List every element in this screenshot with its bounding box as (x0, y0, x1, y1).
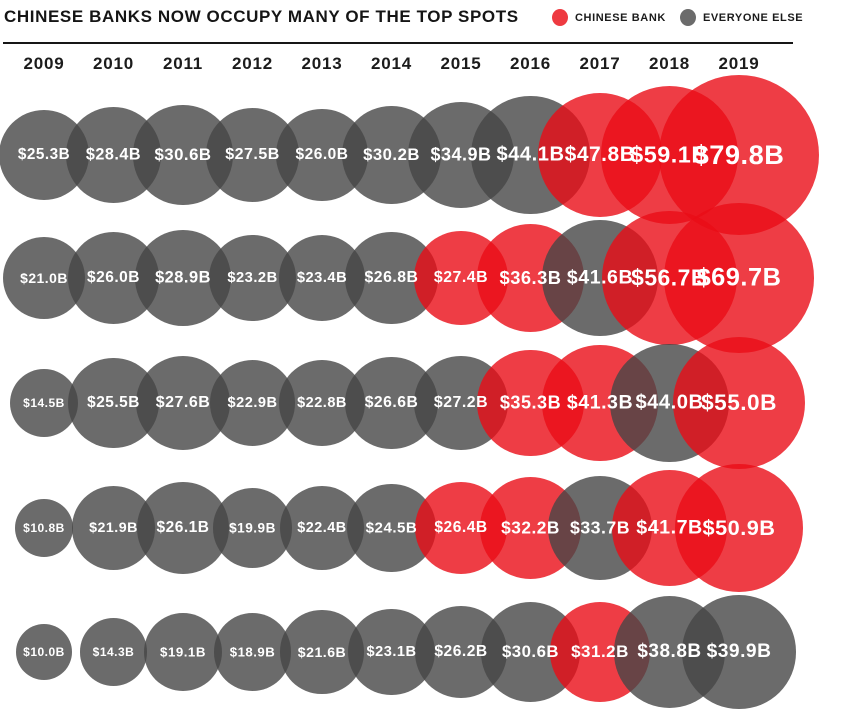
bubble-value-2017-row4: $33.7B (569, 517, 631, 538)
bubble-value-2018-row3: $44.0B (635, 391, 704, 414)
bubble-value-2016-row1: $44.1B (496, 143, 565, 166)
chinese-bank-legend-dot-icon (552, 9, 568, 26)
bubble-2009-row4-everyone-else (14, 498, 74, 558)
year-label-2016: 2016 (509, 54, 552, 73)
bubble-value-2018-row5: $38.8B (637, 641, 702, 662)
bubble-value-2018-row2: $56.7B (631, 264, 708, 291)
bubble-value-2014-row3: $26.6B (364, 394, 419, 411)
bubble-2019-row4-chinese-bank (675, 464, 803, 592)
bubble-value-2012-row4: $19.9B (229, 520, 276, 536)
bubble-value-2012-row1: $27.5B (225, 146, 280, 163)
bubble-value-2011-row1: $30.6B (154, 145, 212, 164)
bubble-value-2019-row2: $69.7B (696, 263, 782, 292)
bubble-2012-row4-everyone-else (212, 488, 293, 568)
bubble-value-2009-row2: $21.0B (20, 270, 68, 286)
bubble-value-2014-row4: $24.5B (365, 519, 418, 537)
bubble-value-2017-row1: $47.8B (564, 143, 636, 166)
year-label-2009: 2009 (23, 54, 65, 73)
bubble-value-2019-row5: $39.9B (706, 641, 772, 662)
bubble-2011-row5-everyone-else (143, 612, 223, 692)
chart-title: CHINESE BANKS NOW OCCUPY MANY OF THE TOP… (4, 7, 519, 26)
bubble-value-2013-row4: $22.4B (297, 520, 347, 536)
year-label-2010: 2010 (92, 54, 135, 73)
legend-label-chinese-bank: CHINESE BANK (575, 11, 666, 24)
header: CHINESE BANKS NOW OCCUPY MANY OF THE TOP… (0, 0, 850, 42)
bubble-2012-row5-everyone-else (213, 613, 292, 691)
bubble-2009-row3-everyone-else (9, 368, 79, 438)
bubble-value-2014-row2: $26.8B (364, 269, 419, 286)
year-label-2015: 2015 (440, 54, 482, 73)
bubble-value-2009-row1: $25.3B (17, 146, 71, 163)
year-label-2019: 2019 (718, 54, 760, 73)
year-label-2011: 2011 (162, 54, 204, 73)
bubble-value-2011-row2: $28.9B (155, 268, 211, 287)
bubble-2019-row2-chinese-bank (664, 203, 814, 353)
bubble-value-2010-row4: $21.9B (89, 520, 138, 536)
bubble-2009-row5-everyone-else (15, 623, 73, 681)
bubble-value-2017-row3: $41.3B (566, 391, 634, 414)
bubble-value-2012-row5: $18.9B (229, 644, 276, 660)
bubble-2019-row5-everyone-else (682, 595, 796, 709)
bubble-value-2015-row4: $26.4B (434, 519, 488, 536)
bubble-value-2015-row3: $27.2B (433, 394, 489, 411)
legend-label-everyone-else: EVERYONE ELSE (702, 11, 804, 24)
year-label-2017: 2017 (579, 54, 621, 73)
bubble-value-2019-row1: $79.8B (693, 139, 785, 170)
bubble-value-2014-row5: $23.1B (366, 644, 417, 660)
bubble-value-2009-row3: $14.5B (23, 396, 65, 410)
bubble-value-2015-row5: $26.2B (434, 643, 488, 660)
bubble-value-2011-row3: $27.6B (155, 394, 211, 411)
bubble-value-2009-row4: $10.8B (23, 521, 65, 535)
header-divider (3, 42, 793, 44)
bubble-value-2010-row1: $28.4B (85, 145, 142, 164)
legend-item-everyone-else: EVERYONE ELSE (679, 9, 804, 26)
bubble-value-2013-row5: $21.6B (297, 644, 347, 660)
bubble-value-2019-row3: $55.0B (701, 390, 777, 415)
bubble-value-2015-row2: $27.4B (433, 269, 489, 286)
legend-item-chinese-bank: CHINESE BANK (552, 9, 666, 26)
bubble-value-2012-row2: $23.2B (227, 270, 278, 286)
year-label-2018: 2018 (648, 54, 691, 73)
bubble-value-2013-row1: $26.0B (295, 146, 349, 163)
bubble-value-2019-row4: $50.9B (702, 515, 776, 540)
year-label-2014: 2014 (370, 54, 413, 73)
bubble-value-2018-row4: $41.7B (636, 516, 703, 539)
bubble-value-2011-row4: $26.1B (156, 519, 210, 536)
bubble-value-2010-row2: $26.0B (87, 269, 140, 286)
bubble-value-2016-row4: $32.2B (501, 517, 560, 538)
bubble-value-2015-row1: $34.9B (430, 144, 492, 165)
year-label-2012: 2012 (231, 54, 274, 73)
everyone-else-legend-dot-icon (679, 9, 696, 26)
bubble-value-2016-row2: $36.3B (499, 267, 562, 288)
bubble-value-2013-row2: $23.4B (296, 270, 348, 286)
bubble-value-2011-row5: $19.1B (160, 644, 206, 660)
bubble-2019-row3-chinese-bank (672, 336, 806, 470)
legend: CHINESE BANK EVERYONE ELSE (552, 9, 803, 26)
bubble-value-2013-row3: $22.8B (297, 395, 347, 411)
bubble-value-2009-row5: $10.0B (23, 645, 65, 659)
year-label-2013: 2013 (301, 54, 343, 73)
bubble-2010-row5-everyone-else (79, 618, 148, 686)
bubble-value-2017-row2: $41.6B (566, 266, 634, 289)
bubble-value-2016-row5: $30.6B (501, 642, 560, 661)
bubble-value-2014-row1: $30.2B (363, 145, 420, 164)
bubble-value-2016-row3: $35.3B (499, 392, 562, 413)
bubble-value-2010-row5: $14.3B (92, 645, 135, 659)
bubble-value-2010-row3: $25.5B (87, 394, 140, 411)
bubble-value-2018-row1: $59.1B (630, 141, 709, 168)
bubble-value-2017-row5: $31.2B (571, 642, 629, 661)
bubble-value-2012-row3: $22.9B (227, 395, 278, 411)
